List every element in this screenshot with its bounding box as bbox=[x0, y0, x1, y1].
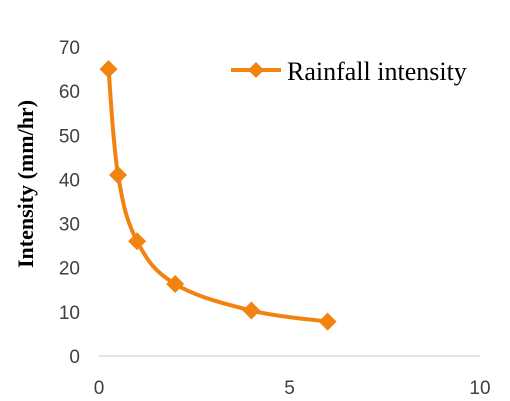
series-points bbox=[99, 60, 337, 331]
data-point-4 bbox=[242, 301, 261, 320]
y-axis-title: Intensity (mm/hr) bbox=[13, 100, 38, 268]
legend: Rainfall intensity bbox=[231, 57, 467, 86]
y-tick-label-6: 60 bbox=[59, 82, 80, 103]
y-tick-label-0: 0 bbox=[69, 347, 80, 368]
y-tick-label-4: 40 bbox=[59, 170, 80, 191]
legend-label: Rainfall intensity bbox=[287, 57, 467, 86]
x-tick-labels: 0 5 10 bbox=[94, 378, 491, 399]
series-line-rainfall-intensity bbox=[106, 67, 330, 324]
x-tick-label-2: 10 bbox=[469, 378, 490, 399]
y-tick-label-7: 70 bbox=[59, 38, 80, 59]
y-tick-labels: 0 10 20 30 40 50 60 70 bbox=[59, 38, 80, 368]
y-tick-label-1: 10 bbox=[59, 303, 80, 324]
data-point-5 bbox=[318, 312, 337, 331]
data-point-3 bbox=[166, 275, 185, 294]
y-tick-label-2: 20 bbox=[59, 259, 80, 280]
x-tick-label-1: 5 bbox=[284, 378, 295, 399]
data-point-0 bbox=[99, 60, 118, 79]
legend-marker-diamond bbox=[248, 62, 264, 78]
y-tick-label-3: 30 bbox=[59, 215, 80, 236]
y-tick-label-5: 50 bbox=[59, 126, 80, 147]
data-point-2 bbox=[128, 232, 147, 251]
x-tick-label-0: 0 bbox=[94, 378, 105, 399]
data-point-1 bbox=[109, 166, 128, 185]
plot-area: 0 5 10 0 10 20 30 40 50 60 70 bbox=[59, 38, 491, 399]
